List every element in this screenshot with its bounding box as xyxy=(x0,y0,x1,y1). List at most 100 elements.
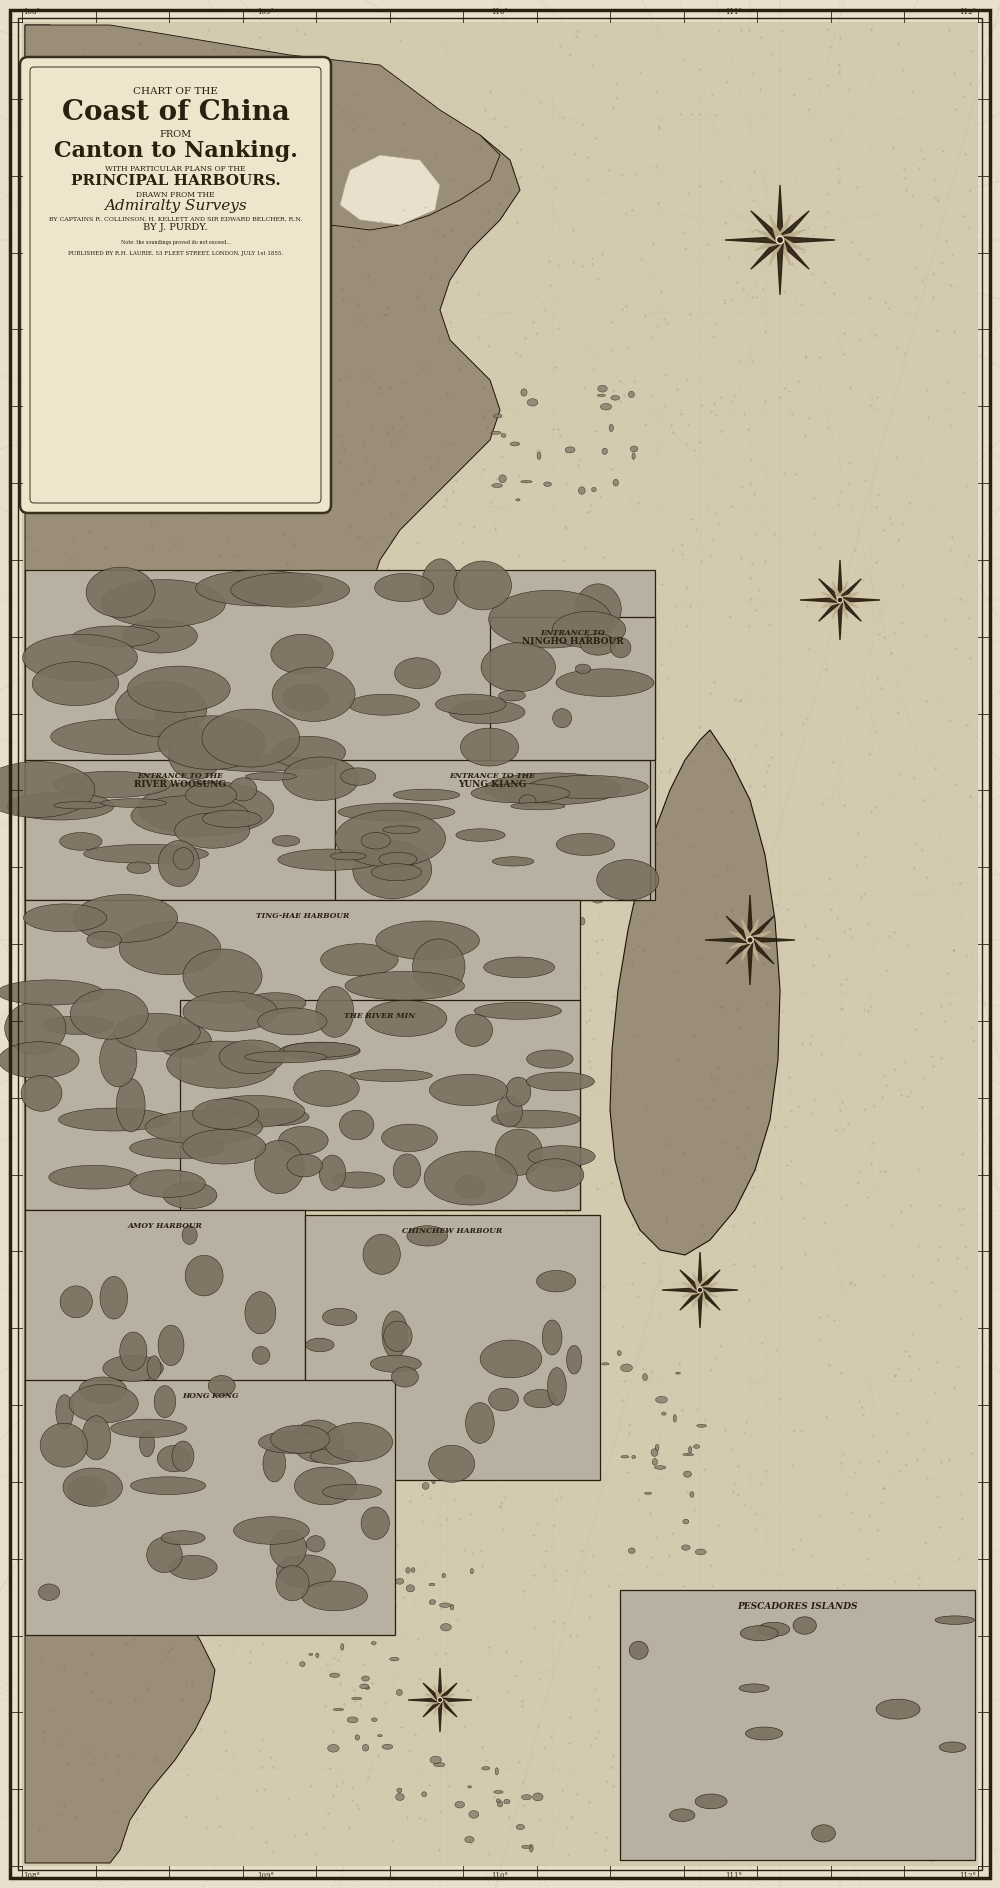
Polygon shape xyxy=(698,1290,702,1327)
Ellipse shape xyxy=(585,623,595,627)
Ellipse shape xyxy=(450,1605,454,1610)
Ellipse shape xyxy=(338,802,455,821)
Ellipse shape xyxy=(32,661,119,706)
Ellipse shape xyxy=(56,1395,73,1429)
Polygon shape xyxy=(755,230,781,244)
Ellipse shape xyxy=(669,1809,695,1822)
Ellipse shape xyxy=(289,1509,299,1516)
Ellipse shape xyxy=(101,580,225,627)
Ellipse shape xyxy=(344,1552,352,1558)
Ellipse shape xyxy=(204,755,313,772)
Ellipse shape xyxy=(556,668,654,697)
Polygon shape xyxy=(439,1694,455,1701)
Ellipse shape xyxy=(370,1356,421,1373)
Ellipse shape xyxy=(487,1325,491,1329)
Circle shape xyxy=(698,1288,702,1291)
Ellipse shape xyxy=(23,634,137,682)
Ellipse shape xyxy=(683,1520,689,1524)
Ellipse shape xyxy=(506,1076,531,1106)
Bar xyxy=(25,1210,305,1480)
Text: NINGHO HARBOUR: NINGHO HARBOUR xyxy=(522,636,623,646)
Ellipse shape xyxy=(350,1070,432,1082)
Ellipse shape xyxy=(422,1792,427,1797)
Ellipse shape xyxy=(0,1042,79,1078)
Polygon shape xyxy=(838,600,842,640)
Ellipse shape xyxy=(84,844,208,863)
Ellipse shape xyxy=(935,1616,975,1624)
Ellipse shape xyxy=(513,672,518,674)
Ellipse shape xyxy=(456,1176,485,1199)
Polygon shape xyxy=(693,1290,702,1308)
Polygon shape xyxy=(839,593,858,602)
Ellipse shape xyxy=(517,661,525,668)
Ellipse shape xyxy=(510,1087,522,1089)
Ellipse shape xyxy=(382,1310,408,1357)
Polygon shape xyxy=(838,598,861,621)
Text: 111°: 111° xyxy=(726,8,742,15)
Ellipse shape xyxy=(330,1673,340,1677)
Polygon shape xyxy=(439,1699,457,1716)
Ellipse shape xyxy=(49,1165,138,1189)
Ellipse shape xyxy=(495,1767,498,1775)
Ellipse shape xyxy=(359,1431,364,1435)
Polygon shape xyxy=(780,236,835,244)
Ellipse shape xyxy=(115,682,207,736)
Text: ENTRANCE TO: ENTRANCE TO xyxy=(540,629,605,636)
Ellipse shape xyxy=(422,1482,429,1490)
Ellipse shape xyxy=(147,1537,182,1573)
Ellipse shape xyxy=(319,1444,327,1450)
Ellipse shape xyxy=(383,825,420,834)
Polygon shape xyxy=(819,580,842,602)
Ellipse shape xyxy=(538,919,543,925)
Ellipse shape xyxy=(611,638,631,657)
Ellipse shape xyxy=(69,1384,138,1424)
Ellipse shape xyxy=(480,1340,542,1378)
Polygon shape xyxy=(748,938,759,961)
Ellipse shape xyxy=(812,1826,835,1843)
Ellipse shape xyxy=(495,1129,543,1176)
Polygon shape xyxy=(777,185,783,240)
Text: PESCADORES ISLANDS: PESCADORES ISLANDS xyxy=(737,1603,858,1610)
Ellipse shape xyxy=(654,1465,666,1469)
Bar xyxy=(335,761,650,901)
Circle shape xyxy=(748,938,752,942)
Ellipse shape xyxy=(529,1845,533,1852)
Polygon shape xyxy=(769,215,783,242)
Polygon shape xyxy=(438,1667,442,1699)
Ellipse shape xyxy=(621,1363,632,1373)
Polygon shape xyxy=(25,25,520,1863)
Ellipse shape xyxy=(306,1505,311,1510)
Ellipse shape xyxy=(598,385,607,393)
Ellipse shape xyxy=(340,768,376,785)
Ellipse shape xyxy=(524,1123,534,1127)
Text: YUNG KIANG: YUNG KIANG xyxy=(458,780,527,789)
Ellipse shape xyxy=(409,1469,417,1473)
Polygon shape xyxy=(698,1273,707,1291)
Ellipse shape xyxy=(435,695,506,716)
Ellipse shape xyxy=(521,480,532,483)
Ellipse shape xyxy=(279,1127,328,1154)
Polygon shape xyxy=(425,1694,441,1701)
Ellipse shape xyxy=(278,1459,288,1463)
Ellipse shape xyxy=(361,1507,389,1539)
Ellipse shape xyxy=(468,1786,472,1788)
Ellipse shape xyxy=(481,642,555,691)
Polygon shape xyxy=(434,1699,442,1714)
Ellipse shape xyxy=(322,1484,382,1499)
Ellipse shape xyxy=(582,855,590,857)
Text: 110°: 110° xyxy=(492,8,509,15)
Ellipse shape xyxy=(565,834,571,840)
Ellipse shape xyxy=(504,1110,512,1118)
Polygon shape xyxy=(726,916,752,942)
Ellipse shape xyxy=(681,1544,690,1550)
Ellipse shape xyxy=(587,695,596,702)
Polygon shape xyxy=(839,598,858,608)
Ellipse shape xyxy=(693,1444,700,1448)
Polygon shape xyxy=(750,936,795,942)
FancyBboxPatch shape xyxy=(20,57,331,514)
Polygon shape xyxy=(682,1282,701,1291)
Bar xyxy=(25,1380,395,1635)
Ellipse shape xyxy=(429,1599,436,1605)
Polygon shape xyxy=(838,598,848,619)
Ellipse shape xyxy=(695,1548,706,1556)
